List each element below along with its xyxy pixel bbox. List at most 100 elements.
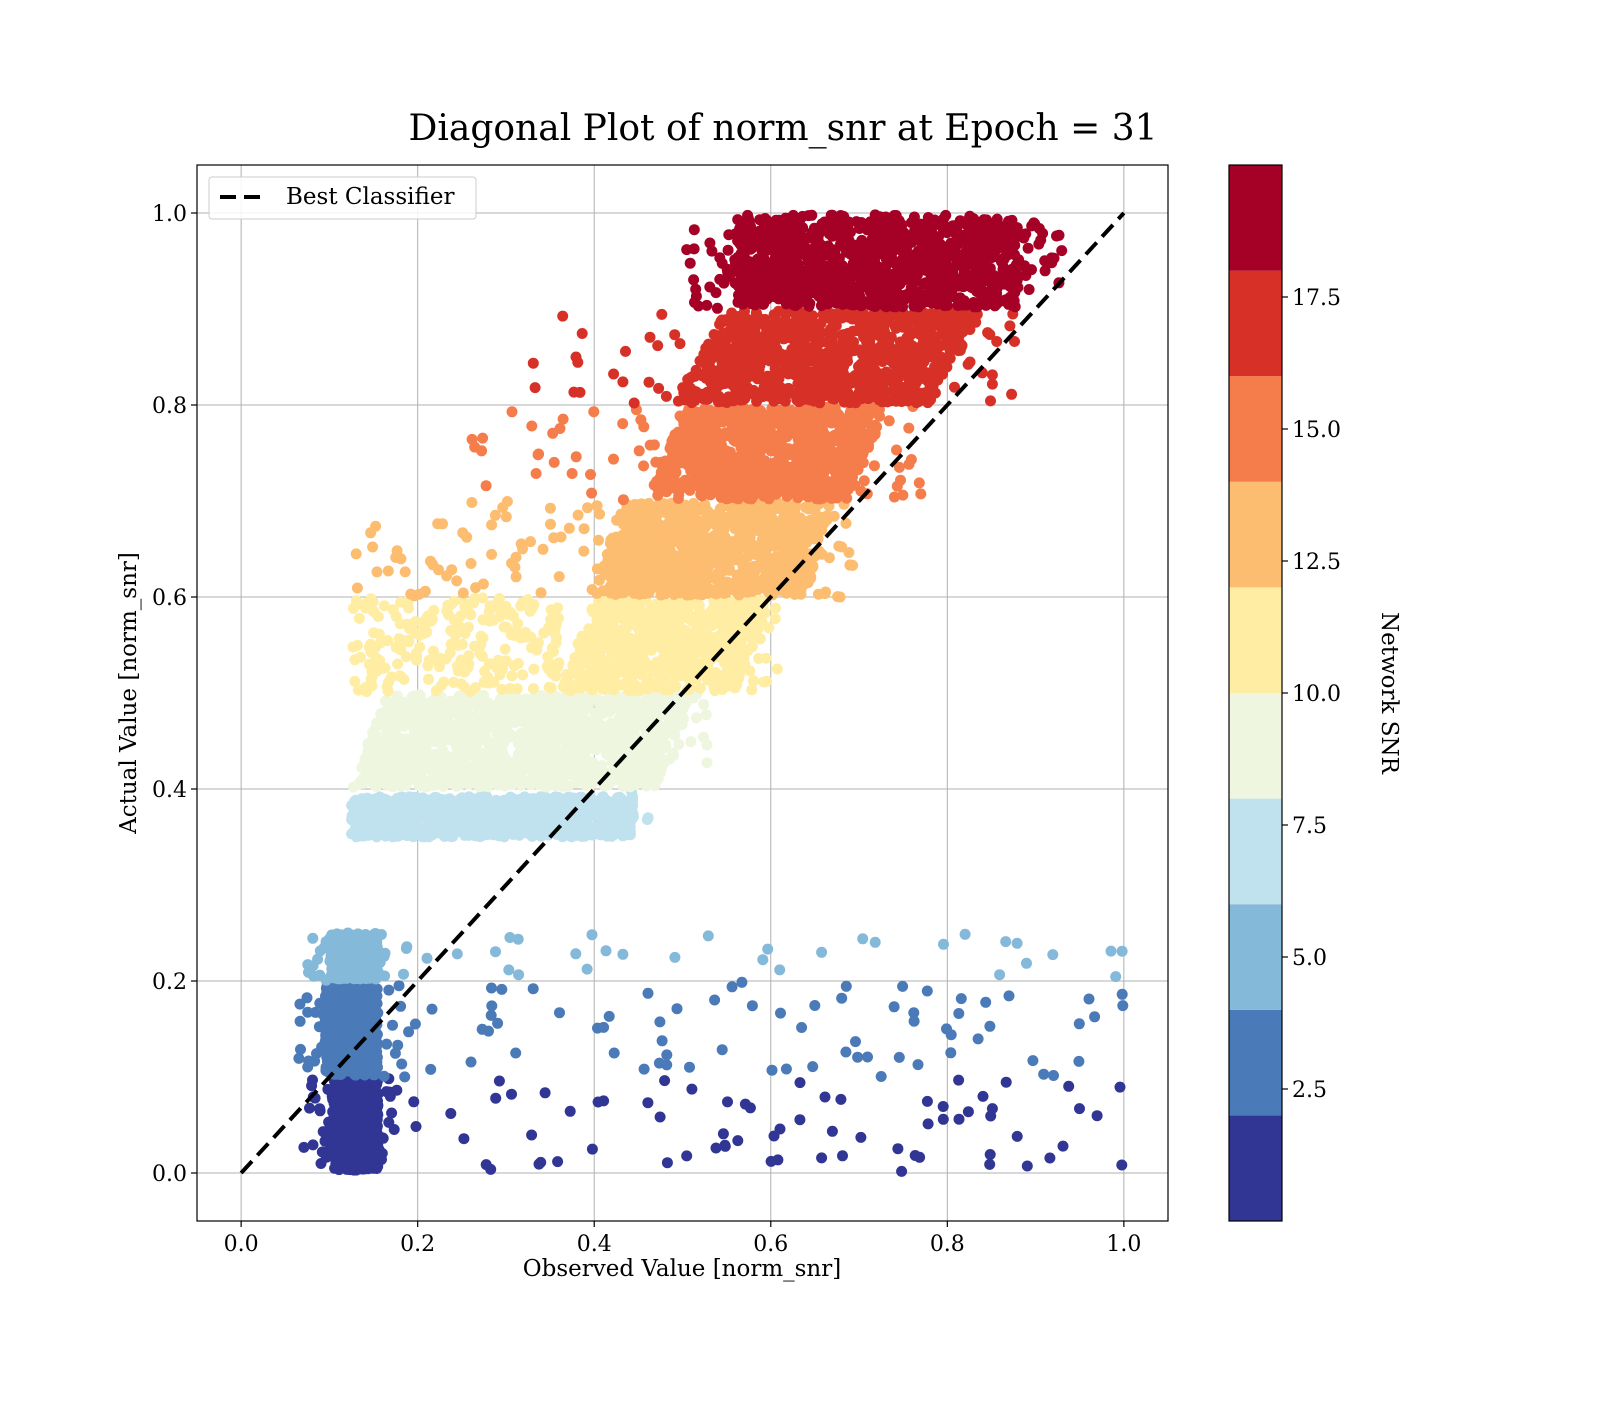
scatter-point [391, 1085, 402, 1096]
scatter-point [408, 1096, 419, 1107]
scatter-point [485, 1164, 496, 1175]
scatter-point [383, 985, 394, 996]
scatter-point [709, 995, 720, 1006]
scatter-point [381, 1086, 392, 1097]
scatter-point [636, 708, 647, 719]
scatter-point [657, 758, 668, 769]
scatter-point [362, 765, 373, 776]
scatter-point [618, 818, 629, 829]
scatter-point [561, 728, 572, 739]
scatter-point [387, 796, 398, 807]
scatter-point [408, 828, 419, 839]
scatter-point [1116, 1160, 1127, 1171]
scatter-point [303, 967, 314, 978]
scatter-point [717, 1044, 728, 1055]
scatter-point [401, 780, 412, 791]
scatter-point [521, 727, 532, 738]
scatter-point [492, 1018, 503, 1029]
scatter-point [349, 1018, 360, 1029]
scatter-point [452, 764, 463, 775]
scatter-point [427, 1004, 438, 1015]
scatter-point [294, 999, 305, 1010]
scatter-point [659, 1075, 670, 1086]
scatter-point [467, 728, 478, 739]
scatter-point [762, 944, 773, 955]
scatter-point [583, 702, 594, 713]
scatter-point [1117, 989, 1128, 1000]
scatter-point [722, 1096, 733, 1107]
scatter-point [398, 969, 409, 980]
scatter-point [430, 749, 441, 760]
scatter-point [642, 1097, 653, 1108]
scatter-point [519, 711, 530, 722]
scatter-point [501, 778, 512, 789]
scatter-point [994, 969, 1005, 980]
scatter-point [478, 725, 489, 736]
scatter-point [414, 704, 425, 715]
scatter-point [661, 1049, 672, 1060]
scatter-point [528, 713, 539, 724]
scatter-point [422, 953, 433, 964]
scatter-point [559, 757, 570, 768]
scatter-point [335, 970, 346, 981]
scatter-point [1001, 1077, 1012, 1088]
scatter-point [568, 743, 579, 754]
scatter-point [298, 1142, 309, 1153]
scatter-point [1012, 938, 1023, 949]
scatter-point [372, 1099, 383, 1110]
scatter-point [314, 998, 325, 1009]
scatter-point [371, 821, 382, 832]
scatter-point [492, 707, 503, 718]
scatter-point [490, 946, 501, 957]
scatter-point [350, 1050, 361, 1061]
scatter-point [504, 932, 515, 943]
scatter-point [366, 996, 377, 1007]
scatter-point [1063, 1081, 1074, 1092]
scatter-point [437, 775, 448, 786]
scatter-point [980, 997, 991, 1008]
scatter-point [458, 1133, 469, 1144]
scatter-point [513, 969, 524, 980]
scatter-point [1074, 1103, 1085, 1114]
scatter-point [681, 1150, 692, 1161]
scatter-point [809, 1000, 820, 1011]
scatter-point [558, 708, 569, 719]
scatter-point [718, 1128, 729, 1139]
scatter-point [609, 1048, 620, 1059]
scatter-point [540, 781, 551, 792]
scatter-point [576, 730, 587, 741]
scatter-point [550, 719, 561, 730]
scatter-point [388, 781, 399, 792]
scatter-point [554, 1007, 565, 1018]
scatter-point [494, 1076, 505, 1087]
scatter-point [889, 1001, 900, 1012]
scatter-point [368, 802, 379, 813]
scatter-point [425, 1064, 436, 1075]
scatter-point [360, 812, 371, 823]
scatter-point [443, 755, 454, 766]
scatter-point [458, 815, 469, 826]
scatter-point [321, 1152, 332, 1163]
scatter-point [341, 1138, 352, 1149]
scatter-point [320, 1136, 331, 1147]
scatter-point [378, 1133, 389, 1144]
scatter-point [537, 755, 548, 766]
scatter-point [775, 1008, 786, 1019]
scatter-point [850, 1036, 861, 1047]
scatter-point [520, 694, 531, 705]
scatter-point [485, 800, 496, 811]
scatter-point [445, 1108, 456, 1119]
scatter-point [502, 718, 513, 729]
scatter-point [662, 1157, 673, 1168]
scatter-point [443, 795, 454, 806]
scatter-point [987, 1103, 998, 1114]
scatter-point [518, 762, 529, 773]
scatter-point [642, 814, 653, 825]
scatter-point [525, 779, 536, 790]
scatter-point [386, 731, 397, 742]
scatter-point [471, 757, 482, 768]
scatter-point [461, 751, 472, 762]
scatter-point [546, 692, 557, 703]
scatter-point [632, 770, 643, 781]
scatter-point [720, 1141, 731, 1152]
